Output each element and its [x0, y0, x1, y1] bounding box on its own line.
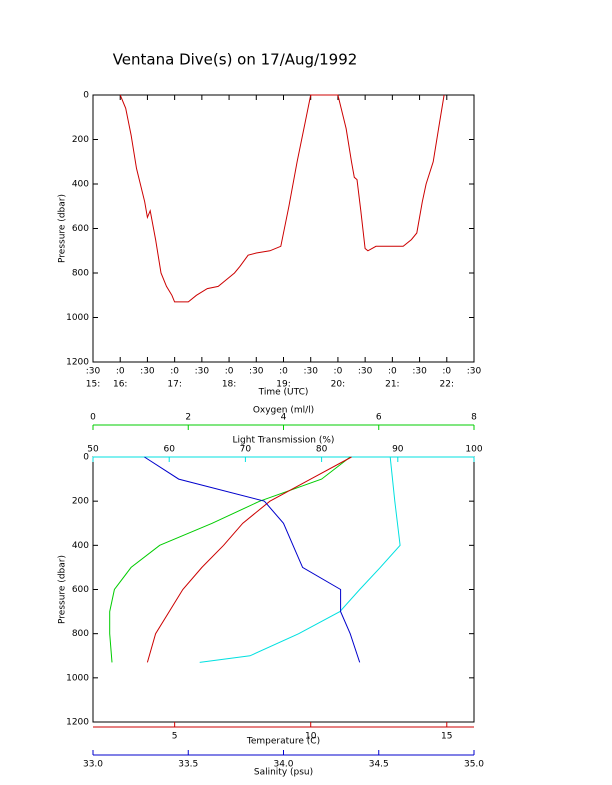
x-tick-label: :30 — [140, 367, 155, 377]
y-tick-label: 1000 — [66, 313, 89, 323]
x-tick-label: :30 — [249, 367, 264, 377]
x-tick-label: :0 — [279, 367, 288, 377]
x-tick-label: :30 — [86, 367, 101, 377]
x-tick-label: 100 — [465, 445, 482, 455]
y-tick-label: 1200 — [66, 358, 89, 368]
plot-frame — [92, 94, 475, 363]
x-tick-label: 90 — [392, 445, 404, 455]
x-tick-label: 34.5 — [369, 760, 389, 770]
y-tick-label: 200 — [72, 135, 89, 145]
series-line — [109, 456, 351, 663]
y-tick-label: 600 — [72, 585, 89, 595]
x-tick-label: :30 — [303, 367, 318, 377]
y-tick-label: 200 — [72, 497, 89, 507]
y-axis-label: Pressure (dbar) — [58, 555, 68, 624]
series-line — [199, 456, 401, 663]
x-tick-hour-label: 20: — [331, 380, 345, 390]
x-tick-label: 50 — [87, 445, 99, 455]
x-tick-label: 2 — [185, 413, 191, 423]
x-tick-label: :30 — [467, 367, 482, 377]
x-tick-label: 34.0 — [273, 760, 293, 770]
x-axis-label: Time (UTC) — [258, 388, 309, 398]
x-tick-hour-label: 17: — [167, 380, 181, 390]
x-tick-label: 60 — [163, 445, 175, 455]
x-tick-label: 8 — [471, 413, 477, 423]
y-tick-label: 800 — [72, 269, 89, 279]
chart-title: Ventana Dive(s) on 17/Aug/1992 — [113, 51, 358, 69]
x-axis-label: Salinity (psu) — [254, 768, 313, 778]
x-tick-label: 33.5 — [178, 760, 198, 770]
y-tick-label: 400 — [72, 180, 89, 190]
x-axis-label: Light Transmission (%) — [233, 436, 335, 446]
x-tick-label: 5 — [172, 732, 178, 742]
y-tick-label: 1000 — [66, 673, 89, 683]
y-tick-label: 0 — [83, 91, 89, 101]
x-tick-hour-label: 15: — [86, 380, 100, 390]
x-tick-hour-label: 18: — [222, 380, 236, 390]
x-tick-label: 80 — [316, 445, 328, 455]
x-tick-label: :30 — [412, 367, 427, 377]
x-axis-label: Oxygen (ml/l) — [253, 406, 314, 416]
x-tick-label: :0 — [334, 367, 343, 377]
x-tick-label: :0 — [170, 367, 179, 377]
x-tick-label: 70 — [240, 445, 252, 455]
x-tick-label: :0 — [388, 367, 397, 377]
y-tick-label: 800 — [72, 629, 89, 639]
x-tick-label: :30 — [195, 367, 210, 377]
x-tick-label: :0 — [225, 367, 234, 377]
y-tick-label: 400 — [72, 541, 89, 551]
series-line — [146, 456, 352, 663]
y-tick-label: 1200 — [66, 718, 89, 728]
series-line — [144, 456, 361, 663]
x-tick-hour-label: 19: — [276, 380, 290, 390]
x-tick-label: :0 — [442, 367, 451, 377]
x-axis-label: Temperature (C) — [246, 737, 320, 747]
y-tick-label: 0 — [83, 453, 89, 463]
x-tick-label: 33.0 — [83, 760, 103, 770]
x-tick-label: 15 — [441, 732, 452, 742]
y-axis-label: Pressure (dbar) — [58, 194, 68, 263]
y-tick-label: 600 — [72, 224, 89, 234]
x-tick-hour-label: 22: — [440, 380, 454, 390]
plot-frame — [92, 456, 475, 723]
series-line — [119, 94, 445, 303]
x-tick-label: :0 — [116, 367, 125, 377]
x-tick-label: 0 — [90, 413, 96, 423]
x-tick-hour-label: 21: — [385, 380, 399, 390]
x-tick-label: 10 — [305, 732, 317, 742]
x-tick-label: 35.0 — [464, 760, 484, 770]
x-tick-hour-label: 16: — [113, 380, 127, 390]
x-tick-label: :30 — [358, 367, 373, 377]
x-tick-label: 4 — [281, 413, 287, 423]
x-tick-label: 6 — [376, 413, 382, 423]
